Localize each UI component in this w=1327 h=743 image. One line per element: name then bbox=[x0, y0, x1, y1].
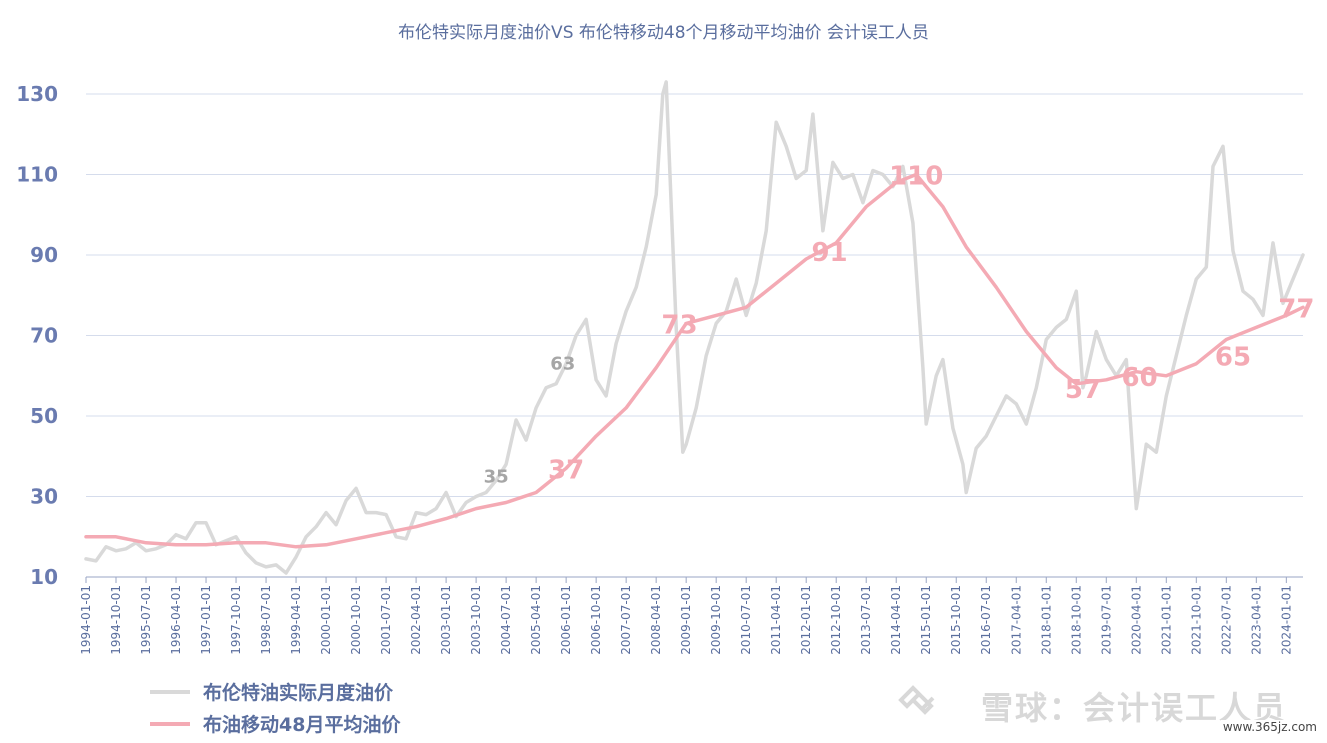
data-label: 73 bbox=[661, 310, 697, 340]
x-tick-label: 2014-04-01 bbox=[889, 585, 903, 655]
data-label: 63 bbox=[550, 354, 575, 375]
x-tick-label: 2012-10-01 bbox=[829, 585, 843, 655]
x-tick-label: 2001-07-01 bbox=[379, 585, 393, 655]
data-label: 91 bbox=[811, 238, 847, 268]
snowball-logo-icon bbox=[898, 685, 935, 715]
y-tick-label: 30 bbox=[30, 485, 58, 509]
x-tick-label: 2002-04-01 bbox=[409, 585, 423, 655]
x-tick-label: 2007-07-01 bbox=[619, 585, 633, 655]
data-label: 57 bbox=[1065, 375, 1101, 405]
x-tick-label: 2005-04-01 bbox=[529, 585, 543, 655]
data-label: 110 bbox=[889, 162, 943, 192]
x-tick-label: 2012-01-01 bbox=[799, 585, 813, 655]
x-tick-label: 2023-04-01 bbox=[1249, 585, 1263, 655]
series-line-moving-average bbox=[84, 172, 1305, 549]
x-tick-label: 1995-07-01 bbox=[139, 585, 153, 655]
x-tick-label: 2010-07-01 bbox=[739, 585, 753, 655]
x-tick-label: 2015-01-01 bbox=[919, 585, 933, 655]
x-tick-label: 2000-01-01 bbox=[319, 585, 333, 655]
legend-label: 布伦特油实际月度油价 bbox=[203, 681, 394, 704]
watermark-url: www.365jz.com bbox=[1220, 720, 1319, 734]
x-tick-label: 2021-10-01 bbox=[1189, 585, 1203, 655]
x-tick-label: 2006-01-01 bbox=[559, 585, 573, 655]
x-tick-label: 2008-04-01 bbox=[649, 585, 663, 655]
x-tick-label: 1994-01-01 bbox=[79, 585, 93, 655]
x-tick-label: 2016-07-01 bbox=[979, 585, 993, 655]
data-label: 77 bbox=[1278, 294, 1314, 324]
x-tick-label: 2003-01-01 bbox=[439, 585, 453, 655]
x-tick-label: 2015-10-01 bbox=[949, 585, 963, 655]
x-tick-label: 1996-04-01 bbox=[169, 585, 183, 655]
x-tick-label: 2020-04-01 bbox=[1129, 585, 1143, 655]
x-tick-label: 2006-10-01 bbox=[589, 585, 603, 655]
x-tick-label: 2000-10-01 bbox=[349, 585, 363, 655]
x-tick-label: 2011-04-01 bbox=[769, 585, 783, 655]
x-tick-label: 1997-01-01 bbox=[199, 585, 213, 655]
x-tick-label: 1999-04-01 bbox=[289, 585, 303, 655]
x-tick-label: 1994-10-01 bbox=[109, 585, 123, 655]
chart-title: 布伦特实际月度油价VS 布伦特移动48个月移动平均油价 会计误工人员 bbox=[398, 23, 929, 43]
x-tick-label: 2009-10-01 bbox=[709, 585, 723, 655]
y-tick-label: 10 bbox=[30, 565, 58, 589]
x-tick-label: 2013-07-01 bbox=[859, 585, 873, 655]
y-tick-label: 70 bbox=[30, 324, 58, 348]
x-tick-label: 2022-07-01 bbox=[1219, 585, 1233, 655]
y-tick-label: 90 bbox=[30, 243, 58, 267]
data-label: 60 bbox=[1122, 363, 1158, 393]
y-tick-label: 130 bbox=[16, 82, 58, 106]
data-label: 37 bbox=[548, 455, 584, 485]
x-tick-label: 2009-01-01 bbox=[679, 585, 693, 655]
x-tick-label: 2019-07-01 bbox=[1099, 585, 1113, 655]
x-tick-label: 2004-07-01 bbox=[499, 585, 513, 655]
x-tick-label: 2018-10-01 bbox=[1069, 585, 1083, 655]
series-line-actual bbox=[84, 80, 1305, 575]
legend-label: 布油移动48月平均油价 bbox=[203, 713, 401, 736]
y-tick-label: 50 bbox=[30, 404, 58, 428]
data-label: 65 bbox=[1215, 343, 1251, 373]
data-label: 35 bbox=[484, 466, 509, 487]
x-tick-label: 1997-10-01 bbox=[229, 585, 243, 655]
x-tick-label: 2018-01-01 bbox=[1039, 585, 1053, 655]
x-tick-label: 2017-04-01 bbox=[1009, 585, 1023, 655]
x-tick-label: 2003-10-01 bbox=[469, 585, 483, 655]
y-tick-label: 110 bbox=[16, 163, 58, 187]
x-tick-label: 2024-01-01 bbox=[1279, 585, 1293, 655]
x-tick-label: 1998-07-01 bbox=[259, 585, 273, 655]
x-tick-label: 2021-01-01 bbox=[1159, 585, 1173, 655]
